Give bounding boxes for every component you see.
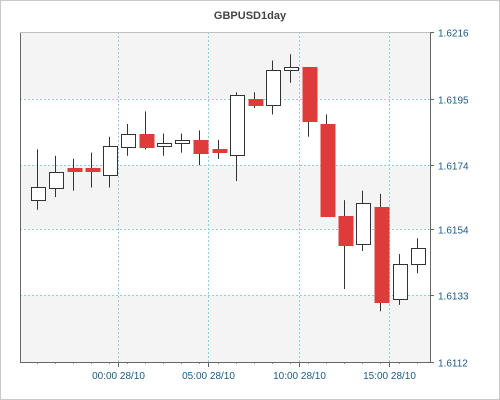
candle-body-down — [248, 99, 264, 106]
plot-band — [20, 295, 430, 362]
candle — [230, 92, 245, 182]
candle — [212, 139, 228, 159]
plot-band — [20, 98, 430, 166]
y-tick-label: 1.6154 — [438, 226, 469, 237]
candle — [67, 158, 83, 191]
candle-body-up — [393, 264, 408, 300]
candle — [31, 149, 46, 210]
candle-body-up — [103, 146, 118, 176]
y-tick-label: 1.6195 — [438, 96, 469, 107]
candle-body-up — [230, 95, 245, 156]
candle — [338, 200, 354, 290]
candle — [248, 92, 264, 109]
candle-body-down — [193, 140, 209, 154]
candle-body-down — [212, 149, 228, 153]
y-tick-label: 1.6112 — [438, 359, 468, 370]
candle — [302, 66, 318, 137]
x-tick-label: 10:00 28/10 — [273, 371, 326, 382]
candle-body-up — [175, 140, 190, 144]
candle-body-up — [121, 134, 136, 148]
plot-band — [20, 32, 430, 99]
y-tick-label: 1.6174 — [438, 162, 469, 173]
candle — [374, 193, 390, 312]
candle — [411, 238, 426, 274]
candle — [85, 152, 101, 188]
candle — [49, 155, 64, 197]
candle — [284, 54, 299, 83]
candle-body-up — [266, 70, 281, 106]
candle-body-down — [302, 67, 318, 122]
candle-body-down — [338, 216, 354, 246]
candle-body-down — [320, 124, 336, 217]
candle — [393, 254, 408, 305]
candle — [121, 124, 136, 156]
x-tick-label: 05:00 28/10 — [182, 371, 235, 382]
y-tick-label: 1.6216 — [438, 29, 469, 40]
candle — [320, 114, 336, 217]
candle-body-up — [356, 203, 371, 245]
candle — [266, 60, 281, 115]
candle-body-down — [139, 134, 155, 148]
candle — [139, 111, 155, 150]
candle — [103, 136, 118, 188]
x-tick-label: 15:00 28/10 — [363, 371, 416, 382]
candle-body-down — [85, 168, 101, 172]
candle — [175, 133, 190, 153]
candle — [193, 130, 209, 166]
candle-body-up — [411, 248, 426, 265]
candle — [157, 133, 172, 156]
candle-body-up — [31, 187, 46, 201]
candle-body-up — [284, 67, 299, 71]
candle-body-down — [374, 207, 390, 303]
x-tick-label: 00:00 28/10 — [92, 371, 145, 382]
chart-title: GBPUSD1day — [213, 10, 287, 22]
y-tick-label: 1.6133 — [438, 292, 469, 303]
candle-body-up — [157, 143, 172, 147]
candle-body-up — [49, 172, 64, 189]
candle-body-down — [67, 168, 83, 172]
candle — [356, 190, 371, 251]
